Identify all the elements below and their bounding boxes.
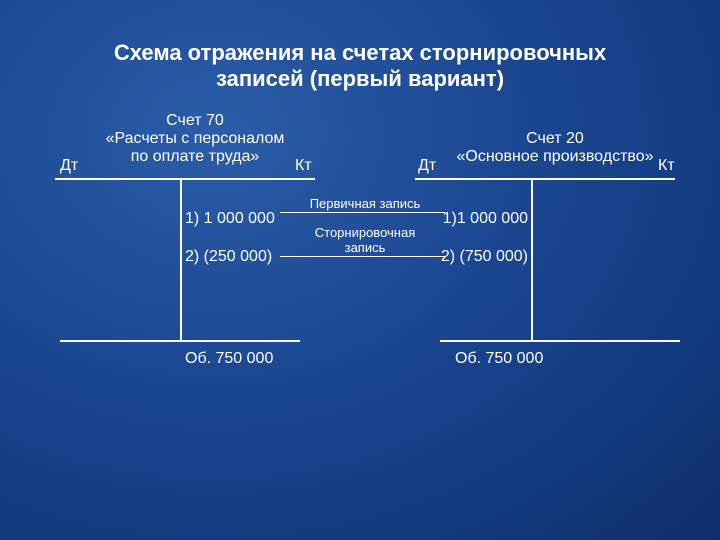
account-right-sum-line bbox=[440, 340, 680, 342]
account-left-header: Счет 70 «Расчеты с персоналом по оплате … bbox=[100, 112, 290, 166]
account-right-top-bar bbox=[415, 178, 675, 180]
page-title: Схема отражения на счетах сторнировочных… bbox=[0, 40, 720, 92]
account-left-title-line2: «Расчеты с персоналом bbox=[100, 130, 290, 148]
account-left-dt-label: Дт bbox=[60, 157, 78, 175]
account-left-title-line3: по оплате труда» bbox=[100, 148, 290, 166]
account-left-title-line1: Счет 70 bbox=[100, 112, 290, 130]
connector-storno-label-line1: Сторнировочная bbox=[300, 225, 430, 240]
account-right-total: Об. 750 000 bbox=[455, 350, 543, 368]
account-left-credit-entry-2: 2) (250 000) bbox=[185, 248, 272, 266]
connector-storno-label-line2: запись bbox=[300, 240, 430, 255]
account-right-header: Счет 20 «Основное производство» bbox=[435, 130, 675, 166]
connector-primary-label: Первичная запись bbox=[300, 196, 430, 211]
account-left-total: Об. 750 000 bbox=[185, 350, 273, 368]
account-right-title-line2: «Основное производство» bbox=[435, 148, 675, 166]
account-right-dt-label: Дт bbox=[418, 157, 436, 175]
account-left-stem bbox=[180, 178, 182, 340]
account-right-debit-entry-2: 2) (750 000) bbox=[441, 248, 528, 266]
connector-storno-line bbox=[280, 256, 445, 257]
title-line2: записей (первый вариант) bbox=[0, 66, 720, 92]
account-right-title-line1: Счет 20 bbox=[435, 130, 675, 148]
account-left-kt-label: Кт bbox=[295, 157, 312, 175]
connector-primary-line bbox=[280, 212, 445, 213]
account-right-kt-label: Кт bbox=[658, 157, 675, 175]
account-left-sum-line bbox=[60, 340, 300, 342]
account-right-debit-entry-1: 1)1 000 000 bbox=[443, 210, 528, 228]
account-right-stem bbox=[531, 178, 533, 340]
account-left-credit-entry-1: 1) 1 000 000 bbox=[185, 210, 275, 228]
title-line1: Схема отражения на счетах сторнировочных bbox=[0, 40, 720, 66]
account-left-top-bar bbox=[55, 178, 315, 180]
